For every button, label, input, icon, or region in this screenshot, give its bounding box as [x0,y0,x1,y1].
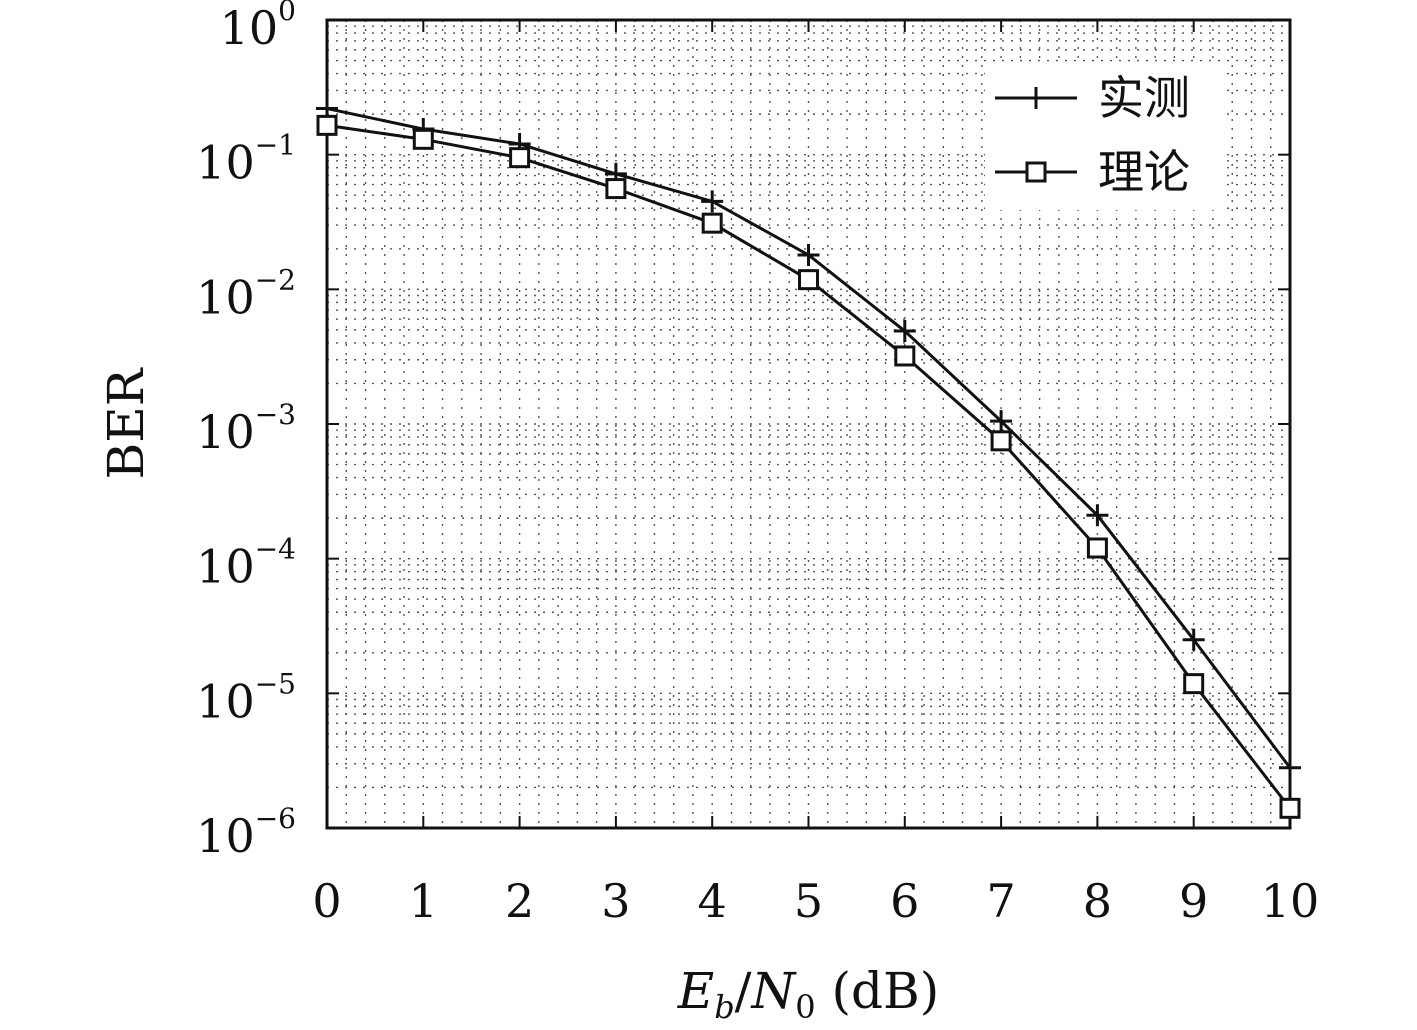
data-point-plus [701,190,724,213]
data-point-square [1183,673,1205,695]
y-axis-label: BER [97,367,155,479]
x-tick-label: 3 [601,874,630,928]
legend-entry-2: 理论 [995,145,1190,199]
data-point-square [701,212,723,234]
y-tick-label: 10−2 [196,263,296,324]
data-point-square [1025,161,1047,183]
data-point-square [990,430,1012,452]
x-axis-label-text: Eb/N0 (dB) [677,962,940,1026]
data-point-plus [1086,504,1109,527]
data-point-square [1279,797,1301,819]
legend-label: 理论 [1098,145,1190,199]
data-point-square [894,345,916,367]
data-point-square [798,269,819,291]
data-point-square [412,128,434,150]
y-tick-label: 100 [220,0,296,55]
x-tick-label: 2 [505,874,534,928]
data-point-plus [1279,756,1301,779]
data-point-plus [893,320,916,343]
x-tick-label: 6 [890,874,919,928]
data-point-square [316,114,338,136]
y-tick-label: 10−5 [196,667,296,728]
series [316,97,1301,819]
data-point-square [509,147,531,169]
series-1 [316,97,1301,779]
y-tick-label: 10−6 [196,802,296,863]
x-tick-label: 8 [1083,874,1112,928]
data-point-plus [797,243,820,266]
legend-background [985,62,1225,210]
y-tick-label: 10−4 [196,533,296,594]
data-point-plus [1182,628,1205,651]
data-point-square [605,178,627,200]
x-tick-label: 10 [1261,874,1320,928]
legend-entry-1: 实测 [995,71,1190,125]
legend-label: 实测 [1098,71,1190,125]
data-point-plus [1025,87,1047,109]
x-tick-label: 0 [312,874,341,928]
y-tick-label: 10−1 [196,129,296,190]
x-tick-label: 1 [409,874,438,928]
data-point-plus [990,410,1013,433]
data-point-square [1086,537,1108,559]
y-tick-label: 10−3 [196,398,296,459]
x-tick-label: 5 [794,874,823,928]
x-tick-label: 4 [698,874,727,928]
series-2 [316,114,1301,819]
axis-ticks: 0 1 2 3 4 5 6 7 8 9 10 100 10−1 10−2 10−3 10−4 10−5 10−6 [196,0,1319,928]
x-axis-label: Eb/N0 (dB) [677,962,940,1026]
x-tick-label: 9 [1179,874,1208,928]
x-tick-label: 7 [986,874,1015,928]
